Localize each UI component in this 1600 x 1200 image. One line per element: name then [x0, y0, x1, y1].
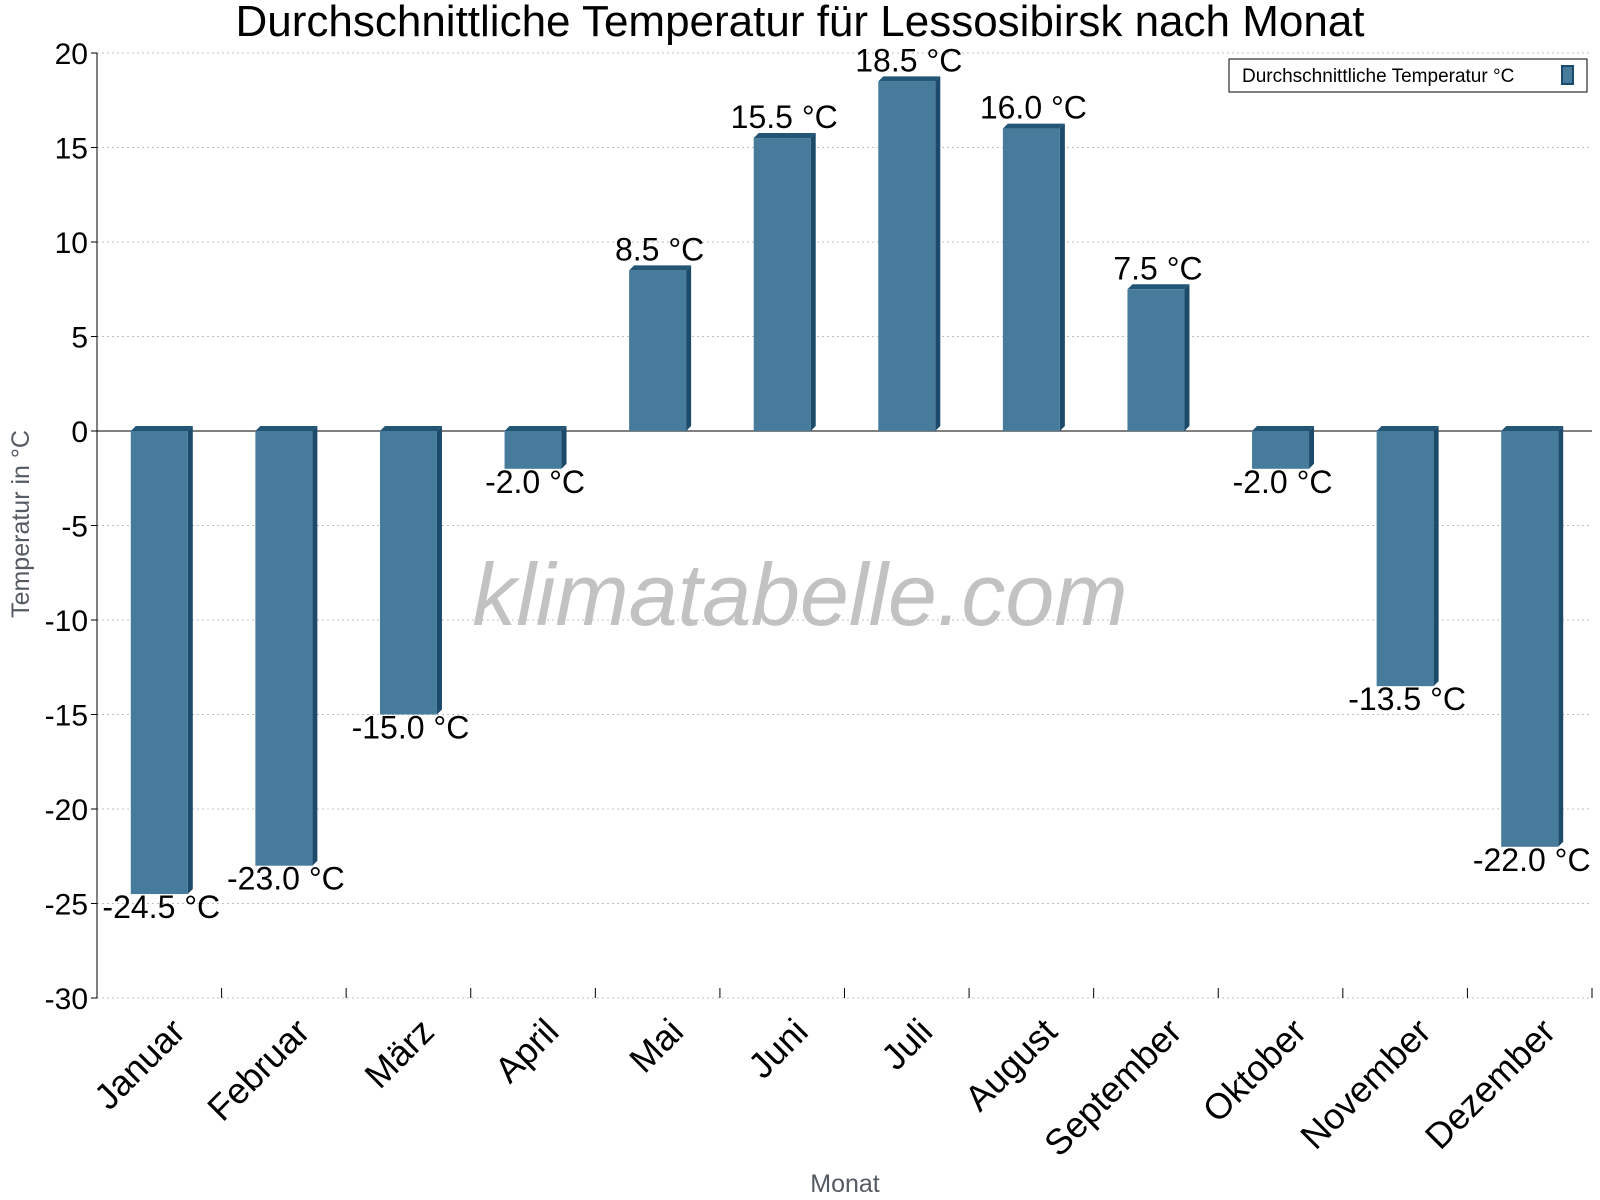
bar-top	[1127, 284, 1190, 290]
bar-front	[255, 431, 313, 866]
bar	[255, 426, 318, 866]
bar-side	[1558, 426, 1564, 847]
chart-title: Durchschnittliche Temperatur für Lessosi…	[235, 0, 1364, 46]
y-tick-label: -25	[45, 889, 88, 922]
x-tick-label: März	[356, 1010, 442, 1096]
bar-side	[1184, 284, 1190, 431]
bar	[1127, 284, 1190, 431]
bar-side	[1059, 123, 1065, 431]
bar-front	[878, 81, 936, 431]
bar-top	[1501, 426, 1564, 431]
x-tick-label: Dezember	[1417, 1010, 1563, 1156]
bar	[878, 76, 941, 431]
bar-front	[379, 431, 437, 715]
bar-top	[1002, 123, 1065, 129]
bar	[629, 265, 692, 431]
y-tick-label: -20	[45, 794, 88, 827]
bar-side	[686, 265, 692, 431]
legend: Durchschnittliche Temperatur °C	[1228, 58, 1588, 93]
data-label: -13.5 °C	[1348, 681, 1466, 717]
y-tick-labels: 20 15 10 5 0 -5 -10 -15 -20 -25 -30	[45, 38, 88, 1016]
data-label: 16.0 °C	[980, 90, 1087, 126]
bar	[130, 426, 193, 895]
bar-top	[379, 426, 442, 431]
bars	[130, 76, 1564, 895]
bar	[1501, 426, 1564, 847]
y-tick-label: -15	[45, 700, 88, 733]
bar-front	[629, 270, 687, 431]
x-axis-label: Monat	[810, 1170, 880, 1198]
bar-top	[1252, 426, 1315, 431]
x-tick-labels: Januar Februar März April Mai Juni Juli AugustS…	[86, 1010, 1563, 1164]
bar-side	[312, 426, 318, 866]
bar-front	[1002, 128, 1060, 431]
bar-top	[629, 265, 692, 271]
data-labels: -24.5 °C-23.0 °C -15.0 °C -2.0 °C 8.5 °C 15.…	[102, 42, 1590, 925]
bar-side	[1309, 426, 1315, 469]
watermark: klimatabelle.com	[472, 545, 1127, 644]
y-tick-label: 20	[55, 38, 88, 71]
bar-front	[1252, 431, 1310, 469]
bar-top	[255, 426, 318, 431]
bar-side	[935, 76, 941, 431]
bar-front	[130, 431, 188, 895]
data-label: -15.0 °C	[352, 710, 470, 746]
x-tick-label: Februar	[199, 1010, 317, 1128]
bar	[753, 133, 816, 432]
y-axis-label: Temperatur in °C	[7, 430, 35, 618]
bar-side	[561, 426, 567, 469]
data-label: 8.5 °C	[615, 231, 704, 267]
data-label: 7.5 °C	[1113, 250, 1202, 286]
bar	[1376, 426, 1439, 687]
y-tick-label: -5	[61, 511, 88, 544]
data-label: 15.5 °C	[731, 99, 838, 135]
x-tick-label: Juni	[740, 1010, 816, 1086]
data-label: -2.0 °C	[1233, 464, 1333, 500]
bar-side	[436, 426, 442, 715]
y-tick-label: 15	[55, 133, 88, 166]
x-tick-label: Mai	[621, 1010, 691, 1080]
data-label: 18.5 °C	[855, 42, 962, 78]
x-tick-label: September	[1036, 1010, 1190, 1164]
data-label: -23.0 °C	[227, 861, 345, 897]
x-tick-label: April	[487, 1010, 567, 1090]
x-tick-label: Juli	[873, 1010, 940, 1077]
data-label: -22.0 °C	[1473, 842, 1591, 878]
bar	[504, 426, 567, 469]
legend-box	[1228, 58, 1588, 93]
data-label: -24.5 °C	[102, 889, 220, 925]
bar-side	[810, 133, 816, 432]
bar-top	[504, 426, 567, 431]
x-tick-label: Januar	[86, 1010, 193, 1117]
legend-swatch	[1561, 65, 1574, 85]
bar-top	[753, 133, 816, 139]
x-tick-label: Oktober	[1194, 1010, 1314, 1130]
y-tick-label: 0	[71, 416, 88, 449]
y-tick-label: 10	[55, 227, 88, 260]
y-tick-label: -30	[45, 983, 88, 1016]
data-label: -2.0 °C	[485, 464, 585, 500]
axes	[91, 52, 1593, 999]
bar-top	[878, 76, 941, 82]
bar	[379, 426, 442, 715]
bar-side	[187, 426, 193, 895]
bar-side	[1433, 426, 1439, 687]
bar-front	[753, 138, 811, 432]
bar-front	[504, 431, 562, 469]
bar-front	[1501, 431, 1559, 847]
x-tick-label: November	[1292, 1010, 1438, 1156]
bar-front	[1127, 289, 1185, 431]
bar-top	[1376, 426, 1439, 431]
bar	[1252, 426, 1315, 469]
y-tick-label: 5	[71, 322, 88, 355]
bar	[1002, 123, 1065, 431]
legend-label: Durchschnittliche Temperatur °C	[1242, 66, 1514, 87]
gridlines	[97, 52, 1592, 999]
x-tick-label: August	[957, 1010, 1065, 1118]
bar-front	[1376, 431, 1434, 687]
bar-top	[130, 426, 193, 431]
y-tick-label: -10	[45, 605, 88, 638]
